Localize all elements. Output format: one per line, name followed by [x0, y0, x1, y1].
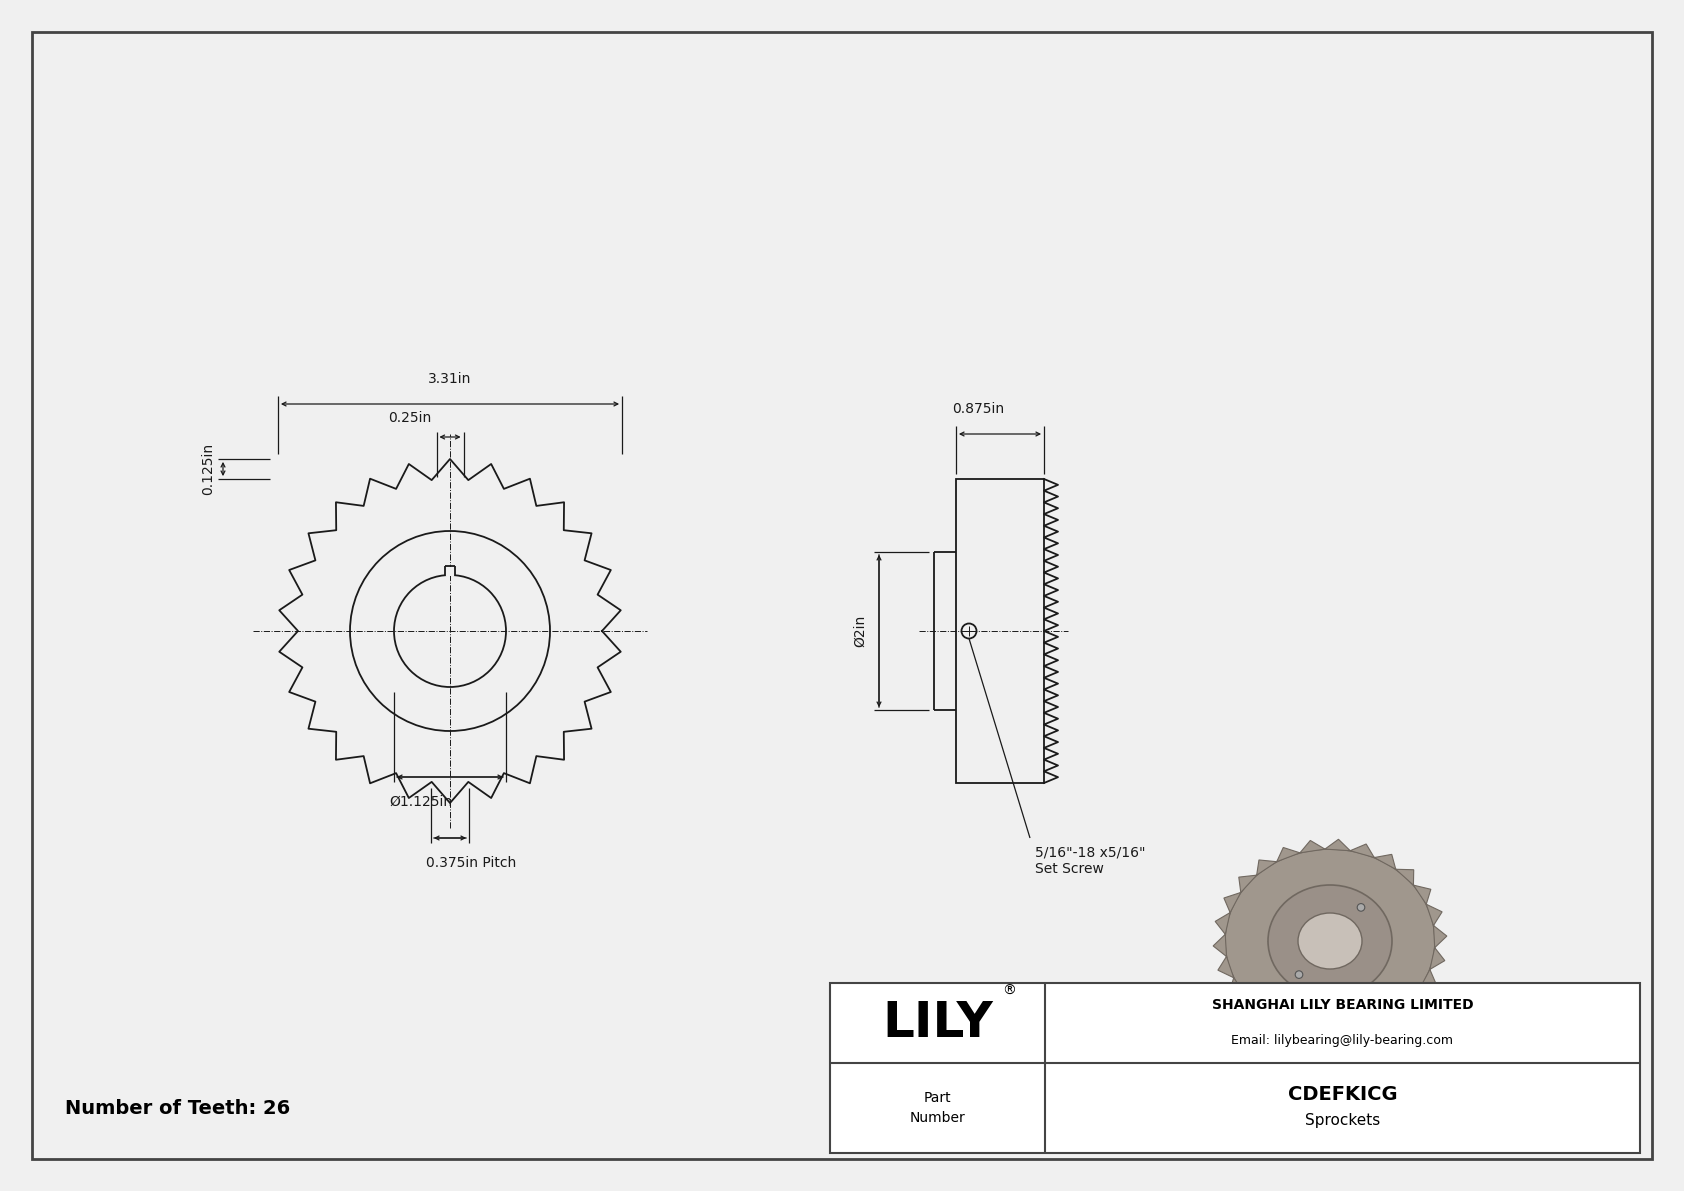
Polygon shape [1229, 978, 1246, 997]
Text: CDEFKICG: CDEFKICG [1288, 1085, 1398, 1104]
Text: Sprockets: Sprockets [1305, 1114, 1379, 1128]
Polygon shape [1413, 885, 1431, 904]
Polygon shape [1212, 934, 1226, 956]
Ellipse shape [1224, 849, 1435, 1033]
Polygon shape [1325, 840, 1351, 850]
Text: LILY: LILY [882, 999, 992, 1047]
Polygon shape [1383, 1006, 1403, 1022]
Text: Number of Teeth: 26: Number of Teeth: 26 [66, 1099, 290, 1118]
Polygon shape [1287, 1024, 1310, 1039]
Bar [445, 567, 455, 576]
Text: 5/16"-18 x5/16"
Set Screw: 5/16"-18 x5/16" Set Screw [1036, 846, 1145, 877]
Polygon shape [1310, 1031, 1335, 1043]
Polygon shape [1426, 904, 1442, 925]
Polygon shape [1396, 869, 1415, 885]
Text: 0.25in: 0.25in [389, 411, 431, 425]
Polygon shape [1216, 912, 1229, 934]
Bar [957, 479, 1044, 782]
Circle shape [1295, 971, 1303, 978]
Polygon shape [1268, 941, 1361, 1002]
Text: Part: Part [923, 1091, 951, 1105]
Polygon shape [1224, 892, 1241, 912]
Polygon shape [1374, 854, 1396, 869]
Text: 0.125in: 0.125in [200, 443, 216, 495]
Polygon shape [1218, 956, 1234, 978]
Bar [830, 983, 1640, 1153]
Polygon shape [1276, 848, 1300, 862]
Text: Number: Number [909, 1111, 965, 1125]
Polygon shape [1361, 1021, 1383, 1035]
Text: ®: ® [1002, 984, 1015, 998]
Polygon shape [1420, 969, 1436, 990]
Circle shape [1357, 904, 1364, 911]
Ellipse shape [1298, 913, 1362, 969]
Polygon shape [1351, 844, 1374, 858]
Polygon shape [1239, 875, 1256, 892]
Text: Ø1.125in: Ø1.125in [389, 796, 451, 809]
Text: Email: lilybearing@lily-bearing.com: Email: lilybearing@lily-bearing.com [1231, 1035, 1453, 1047]
Polygon shape [1300, 841, 1325, 853]
Text: Ø2in: Ø2in [854, 615, 867, 647]
Text: 0.875in: 0.875in [951, 403, 1004, 416]
Polygon shape [1430, 948, 1445, 969]
Polygon shape [1403, 990, 1421, 1006]
Text: 3.31in: 3.31in [428, 372, 472, 386]
Polygon shape [1265, 1012, 1287, 1028]
Polygon shape [1246, 997, 1265, 1012]
Polygon shape [1256, 860, 1276, 875]
Polygon shape [1433, 925, 1447, 948]
Ellipse shape [1268, 885, 1393, 997]
Text: SHANGHAI LILY BEARING LIMITED: SHANGHAI LILY BEARING LIMITED [1211, 998, 1474, 1012]
Text: 0.375in Pitch: 0.375in Pitch [426, 856, 517, 869]
Polygon shape [1335, 1029, 1361, 1042]
